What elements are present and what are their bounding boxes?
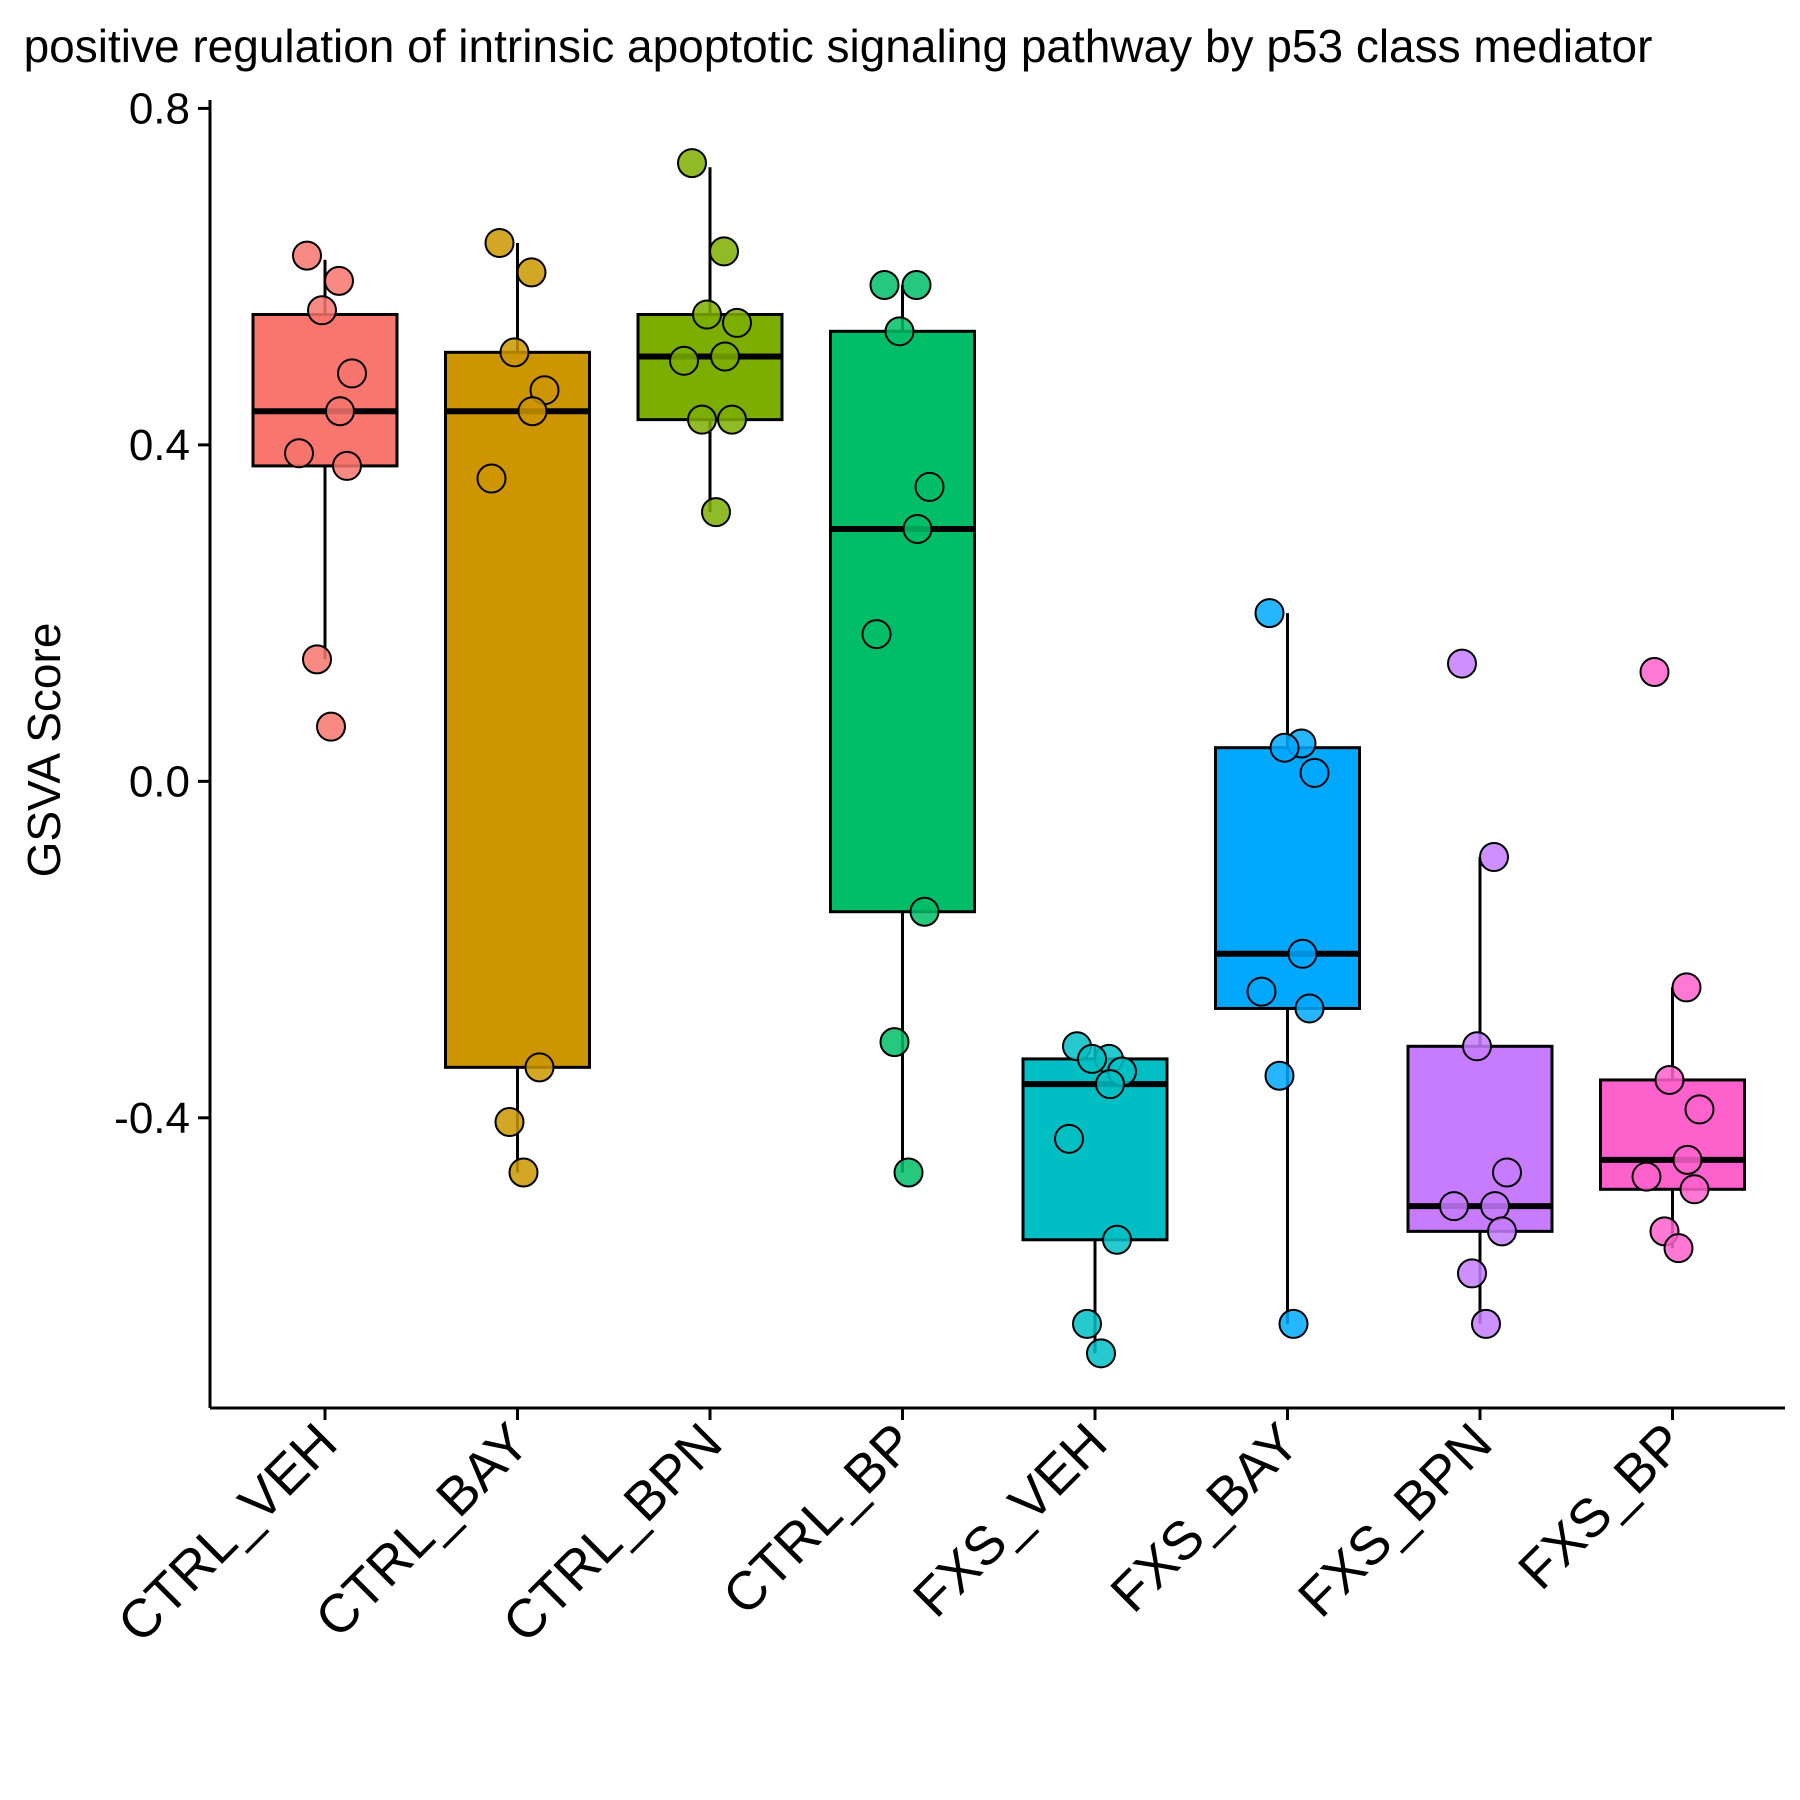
y-axis-title: GSVA Score: [18, 623, 70, 878]
data-point: [292, 240, 322, 271]
data-point: [1457, 1258, 1487, 1289]
chart-title: positive regulation of intrinsic apoptot…: [24, 20, 1653, 72]
data-point: [1672, 1144, 1703, 1175]
y-tick-label: 0.8: [129, 84, 190, 133]
data-point: [325, 396, 355, 427]
data-point: [1639, 656, 1670, 687]
data-point: [1072, 1308, 1102, 1339]
data-point: [476, 463, 507, 494]
data-point: [302, 644, 332, 675]
box-group-ctrl-veh: [251, 240, 399, 742]
data-point: [709, 236, 739, 267]
data-point: [524, 1052, 555, 1083]
data-point: [1102, 1224, 1132, 1255]
data-point: [1471, 1308, 1501, 1339]
data-point: [901, 270, 932, 301]
data-point: [1663, 1233, 1694, 1264]
data-point: [909, 896, 940, 927]
data-point: [677, 148, 707, 179]
data-point: [1077, 1043, 1107, 1074]
data-point: [1631, 1161, 1662, 1192]
data-point: [717, 404, 747, 435]
data-point: [884, 316, 915, 347]
x-tick-label: FXS_BP: [1507, 1412, 1696, 1601]
data-point: [861, 619, 892, 650]
data-point: [1492, 1157, 1522, 1188]
box: [1599, 1078, 1746, 1191]
data-point: [710, 341, 740, 372]
box: [251, 312, 399, 468]
x-tick-label: CTRL_VEH: [107, 1412, 349, 1654]
x-tick-label: CTRL_BP: [712, 1412, 926, 1626]
data-point: [324, 265, 354, 296]
y-tick-label: 0.4: [129, 421, 190, 470]
data-point: [1299, 757, 1330, 788]
box-group-fxs-bpn: [1406, 648, 1554, 1339]
data-point: [692, 299, 722, 330]
data-point: [1679, 1174, 1710, 1205]
box: [444, 350, 591, 1069]
data-point: [484, 227, 515, 258]
data-point: [494, 1107, 525, 1138]
box: [1406, 1044, 1554, 1233]
data-point: [508, 1157, 539, 1188]
x-tick-label: FXS_VEH: [902, 1412, 1118, 1628]
data-point: [1684, 1094, 1715, 1125]
data-point: [1269, 732, 1300, 763]
data-point: [1054, 1123, 1084, 1154]
x-tick-label: FXS_BPN: [1287, 1412, 1503, 1628]
data-point: [902, 513, 933, 544]
data-point: [1254, 598, 1285, 629]
data-point: [722, 307, 752, 338]
box: [1021, 1057, 1169, 1242]
data-point: [337, 358, 367, 389]
box-group-fxs-bay: [1214, 598, 1361, 1339]
y-tick-label: -0.4: [114, 1094, 190, 1143]
data-point: [869, 270, 900, 301]
data-point: [1671, 972, 1702, 1003]
plot-area: -0.40.00.40.8CTRL_VEHCTRL_BAYCTRL_BPNCTR…: [107, 84, 1785, 1654]
data-point: [669, 345, 699, 376]
data-point: [1278, 1308, 1309, 1339]
data-point: [893, 1157, 924, 1188]
data-point: [914, 471, 945, 502]
x-tick-label: FXS_BAY: [1099, 1412, 1311, 1624]
data-point: [701, 497, 731, 528]
data-point: [1654, 1064, 1685, 1095]
data-point: [284, 438, 314, 469]
data-point: [499, 337, 530, 368]
data-point: [316, 711, 346, 742]
data-point: [516, 257, 547, 288]
data-point: [517, 396, 548, 427]
box: [829, 329, 976, 914]
data-point: [1095, 1069, 1125, 1100]
data-point: [1479, 842, 1509, 873]
data-point: [1447, 648, 1477, 679]
data-point: [1487, 1216, 1517, 1247]
box-group-fxs-veh: [1021, 1031, 1169, 1369]
data-point: [1480, 1191, 1510, 1222]
data-point: [1264, 1060, 1295, 1091]
data-point: [879, 1027, 910, 1058]
data-point: [687, 404, 717, 435]
data-point: [307, 295, 337, 326]
data-point: [332, 450, 362, 481]
data-point: [1294, 993, 1325, 1024]
box: [1214, 746, 1361, 1010]
box-group-ctrl-bpn: [636, 148, 784, 528]
data-point: [1462, 1031, 1492, 1062]
y-tick-label: 0.0: [129, 757, 190, 806]
box: [636, 312, 784, 422]
data-point: [1287, 938, 1318, 969]
box-group-ctrl-bp: [829, 270, 976, 1188]
data-point: [1086, 1338, 1116, 1369]
data-point: [1246, 976, 1277, 1007]
box-group-fxs-bp: [1599, 656, 1746, 1264]
data-point: [1439, 1191, 1469, 1222]
box-group-ctrl-bay: [444, 227, 591, 1188]
